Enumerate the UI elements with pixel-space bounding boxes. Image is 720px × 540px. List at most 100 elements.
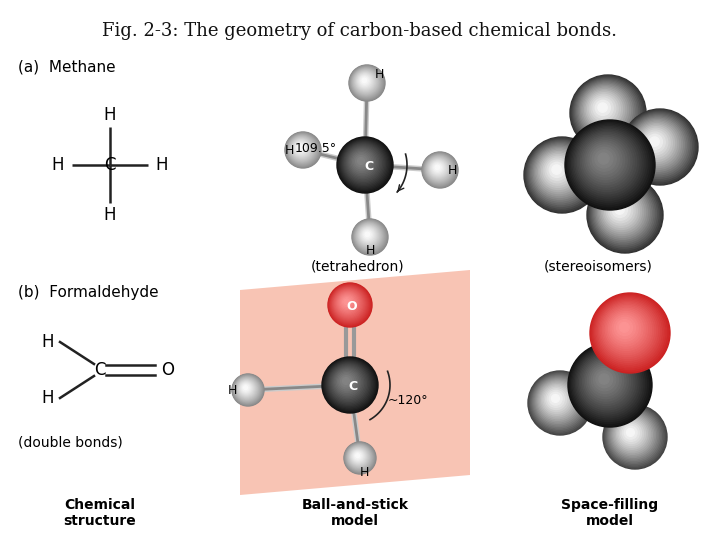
Circle shape [527,140,595,208]
Text: H: H [42,389,54,407]
Circle shape [346,443,374,472]
Circle shape [546,389,567,409]
Circle shape [600,190,644,234]
Circle shape [238,380,255,397]
Circle shape [289,136,315,163]
Circle shape [329,284,370,325]
Text: H: H [447,164,456,177]
Circle shape [570,75,646,151]
Circle shape [607,409,662,463]
Circle shape [580,355,635,410]
Circle shape [327,362,371,406]
Circle shape [572,126,645,200]
Circle shape [603,306,652,355]
Circle shape [572,347,647,422]
Circle shape [577,82,636,141]
Circle shape [588,362,624,399]
Circle shape [354,220,386,253]
Circle shape [582,137,630,185]
Circle shape [630,117,686,173]
Circle shape [426,156,452,183]
Circle shape [359,226,378,245]
Circle shape [353,451,364,461]
Text: C: C [364,160,374,173]
Circle shape [591,294,668,372]
Circle shape [292,140,310,157]
Circle shape [322,357,378,413]
Circle shape [423,152,457,187]
Circle shape [235,377,259,401]
Circle shape [287,133,319,166]
Circle shape [336,291,361,316]
Circle shape [529,143,592,205]
Circle shape [595,298,663,366]
Circle shape [356,224,382,248]
Circle shape [352,68,380,96]
Text: Ball-and-stick
model: Ball-and-stick model [302,498,408,528]
Circle shape [426,157,451,181]
Circle shape [333,368,362,397]
Circle shape [352,219,388,255]
Circle shape [552,395,559,402]
Circle shape [286,132,320,167]
Circle shape [343,298,351,306]
Circle shape [291,138,312,159]
Circle shape [333,288,365,320]
Circle shape [288,135,316,163]
Circle shape [341,140,388,188]
Circle shape [593,296,665,368]
Circle shape [330,364,366,402]
Circle shape [549,163,564,178]
Circle shape [344,299,350,305]
Circle shape [354,452,362,460]
Circle shape [347,446,371,469]
Circle shape [575,130,641,196]
Circle shape [598,187,647,238]
Text: (tetrahedron): (tetrahedron) [311,260,405,274]
Circle shape [361,228,375,242]
Circle shape [573,128,643,198]
Circle shape [234,376,261,402]
Circle shape [325,360,374,409]
Circle shape [571,76,644,150]
Circle shape [575,80,638,143]
Circle shape [524,137,600,213]
Circle shape [350,66,384,99]
Circle shape [526,139,597,210]
Circle shape [589,179,660,249]
Circle shape [595,185,651,241]
Circle shape [349,65,385,101]
Circle shape [427,157,451,180]
Text: H: H [228,383,237,396]
Text: O: O [161,361,174,379]
Circle shape [624,111,695,182]
Circle shape [357,224,381,248]
Circle shape [603,405,667,469]
Circle shape [574,349,643,418]
Circle shape [353,219,387,254]
Circle shape [647,134,662,150]
Circle shape [333,288,364,319]
Circle shape [336,371,357,393]
Circle shape [601,304,654,356]
Circle shape [335,370,359,394]
Circle shape [604,307,649,353]
Circle shape [358,225,379,247]
Circle shape [356,454,360,458]
Circle shape [326,361,372,407]
Circle shape [623,110,696,184]
Circle shape [622,109,698,185]
Circle shape [573,348,644,420]
Circle shape [631,118,684,171]
Circle shape [352,450,364,462]
Circle shape [236,378,258,400]
Circle shape [591,366,618,394]
Circle shape [337,137,393,193]
Text: Space-filling
model: Space-filling model [562,498,659,528]
Circle shape [541,384,572,415]
Circle shape [294,141,307,155]
Circle shape [346,444,373,471]
Circle shape [605,407,665,466]
Text: (a)  Methane: (a) Methane [18,60,116,75]
Circle shape [604,406,665,468]
